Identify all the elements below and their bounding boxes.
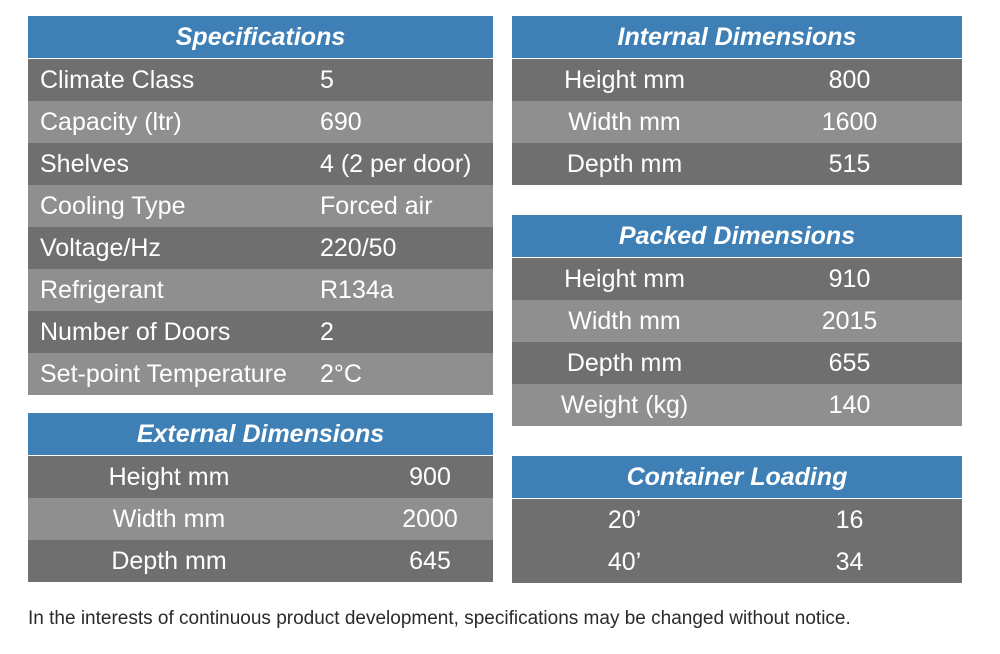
spec-value: 220/50 (320, 233, 397, 262)
dimension-value: 515 (828, 149, 871, 178)
dimension-value: 1600 (821, 107, 878, 136)
dimension-value: 2015 (821, 306, 878, 335)
spec-label: Cooling Type (40, 191, 186, 220)
footnote: In the interests of continuous product d… (28, 608, 851, 629)
table-row: Voltage/Hz 220/50 (28, 227, 493, 269)
container-loading-title: Container Loading (512, 456, 962, 499)
table-row: Cooling Type Forced air (28, 185, 493, 227)
table-row: Depth mm 655 (512, 342, 962, 384)
dimension-label: Depth mm (566, 348, 683, 377)
spec-value: R134a (320, 275, 394, 304)
table-row: Height mm 800 (512, 59, 962, 101)
dimension-value: 645 (409, 546, 451, 575)
spec-value: 2°C (320, 359, 362, 388)
table-row: Width mm 2000 (28, 498, 493, 540)
spec-value: 4 (2 per door) (320, 149, 472, 178)
table-row: Height mm 900 (28, 456, 493, 498)
table-row: Height mm 910 (512, 258, 962, 300)
spec-label: Shelves (40, 149, 129, 178)
spec-label: Refrigerant (40, 275, 164, 304)
internal-dimensions-table: Internal Dimensions Height mm 800 Width … (512, 16, 962, 185)
table-row: 20’ 16 (512, 499, 962, 541)
dimension-label: Height mm (564, 264, 685, 293)
dimension-value: 910 (828, 264, 871, 293)
specifications-table: Specifications Climate Class 5 Capacity … (28, 16, 493, 395)
dimension-value: 900 (409, 462, 451, 491)
spec-value: 5 (320, 65, 334, 94)
spec-value: 2 (320, 317, 334, 346)
spec-value: 690 (320, 107, 362, 136)
dimension-value: 655 (828, 348, 871, 377)
internal-dimensions-title: Internal Dimensions (512, 16, 962, 59)
dimension-label: Weight (kg) (560, 390, 689, 419)
external-dimensions-table: External Dimensions Height mm 900 Width … (28, 413, 493, 582)
dimension-label: Width mm (568, 306, 681, 335)
packed-dimensions-table: Packed Dimensions Height mm 910 Width mm… (512, 215, 962, 426)
container-loading-table: Container Loading 20’ 16 40’ 34 (512, 456, 962, 583)
container-quantity-value: 34 (835, 547, 864, 576)
dimension-label: Width mm (112, 504, 226, 533)
container-size-label: 20’ (607, 505, 642, 534)
table-row: Depth mm 515 (512, 143, 962, 185)
dimension-value: 2000 (402, 504, 458, 533)
table-row: Depth mm 645 (28, 540, 493, 582)
specifications-title: Specifications (28, 16, 493, 59)
table-row: Capacity (ltr) 690 (28, 101, 493, 143)
table-row: Width mm 1600 (512, 101, 962, 143)
dimension-label: Height mm (564, 65, 685, 94)
table-row: Weight (kg) 140 (512, 384, 962, 426)
dimension-label: Width mm (568, 107, 681, 136)
dimension-label: Depth mm (111, 546, 227, 575)
dimension-label: Height mm (108, 462, 230, 491)
table-row: Shelves 4 (2 per door) (28, 143, 493, 185)
dimension-label: Depth mm (566, 149, 683, 178)
table-row: Number of Doors 2 (28, 311, 493, 353)
packed-dimensions-title: Packed Dimensions (512, 215, 962, 258)
dimension-value: 140 (828, 390, 871, 419)
spec-label: Set-point Temperature (40, 359, 287, 388)
spec-value: Forced air (320, 191, 433, 220)
spec-label: Capacity (ltr) (40, 107, 182, 136)
container-size-label: 40’ (607, 547, 642, 576)
table-row: Climate Class 5 (28, 59, 493, 101)
spec-label: Climate Class (40, 65, 195, 94)
table-row: 40’ 34 (512, 541, 962, 583)
table-row: Refrigerant R134a (28, 269, 493, 311)
spec-label: Number of Doors (40, 317, 231, 346)
spec-label: Voltage/Hz (40, 233, 161, 262)
table-row: Set-point Temperature 2°C (28, 353, 493, 395)
table-row: Width mm 2015 (512, 300, 962, 342)
external-dimensions-title: External Dimensions (28, 413, 493, 456)
container-quantity-value: 16 (835, 505, 864, 534)
dimension-value: 800 (828, 65, 871, 94)
